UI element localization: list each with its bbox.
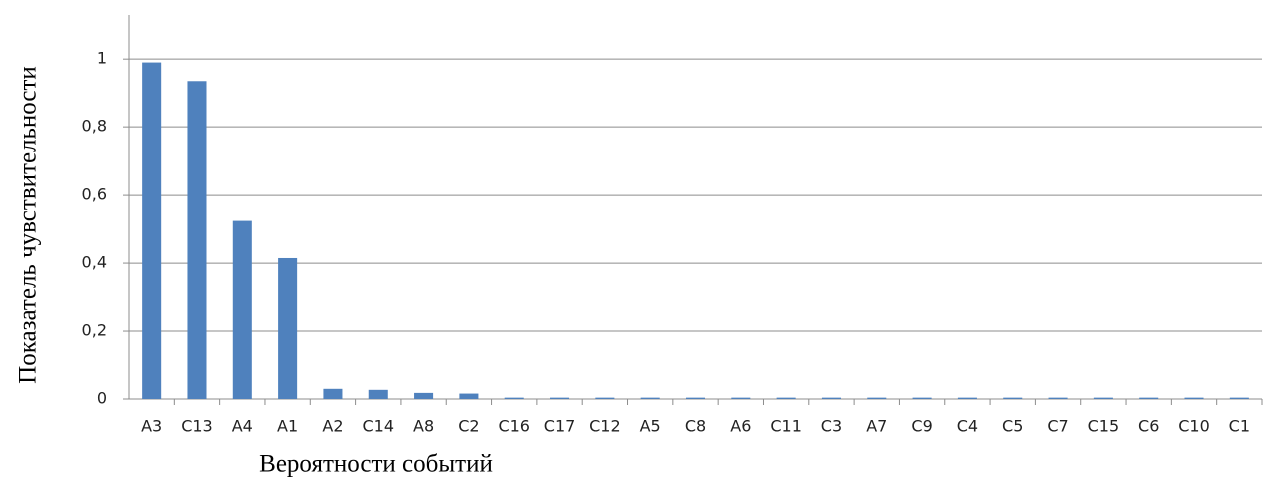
x-tick-label: C2 bbox=[458, 417, 479, 436]
x-tick-label: C13 bbox=[181, 417, 213, 436]
bar bbox=[685, 397, 706, 399]
x-tick-label: A7 bbox=[866, 417, 887, 436]
x-tick-label: A3 bbox=[141, 417, 162, 436]
x-tick-label: C3 bbox=[821, 417, 842, 436]
x-tick-label: C12 bbox=[589, 417, 621, 436]
x-tick-label: C14 bbox=[362, 417, 394, 436]
y-tick-label: 0,8 bbox=[82, 117, 107, 136]
x-tick-label: A6 bbox=[730, 417, 751, 436]
bar bbox=[278, 257, 298, 399]
bar bbox=[1003, 397, 1023, 399]
bar bbox=[142, 62, 162, 399]
x-tick-label: A8 bbox=[413, 417, 434, 436]
bar bbox=[323, 388, 343, 399]
bar bbox=[595, 397, 615, 399]
x-tick-label: A1 bbox=[277, 417, 298, 436]
bar bbox=[867, 397, 887, 399]
bar bbox=[1093, 397, 1113, 399]
x-tick-label: C7 bbox=[1047, 417, 1068, 436]
x-tick-label: A5 bbox=[640, 417, 661, 436]
x-tick-label: C1 bbox=[1229, 417, 1250, 436]
x-tick-label: C11 bbox=[770, 417, 802, 436]
x-tick-label: C16 bbox=[498, 417, 530, 436]
bar bbox=[187, 81, 207, 399]
bar bbox=[414, 392, 434, 399]
bar bbox=[368, 389, 388, 399]
x-axis-title: Вероятности событий bbox=[259, 451, 493, 478]
x-tick-label: C15 bbox=[1088, 417, 1120, 436]
y-tick-label: 1 bbox=[97, 49, 107, 68]
bar bbox=[550, 397, 570, 399]
x-tick-label: C8 bbox=[685, 417, 706, 436]
x-tick-label: A2 bbox=[322, 417, 343, 436]
y-tick-label: 0,6 bbox=[82, 185, 107, 204]
x-tick-label: C10 bbox=[1178, 417, 1210, 436]
y-axis-title: Показатель чувствительности bbox=[15, 66, 42, 384]
x-tick-label: C9 bbox=[911, 417, 932, 436]
x-tick-label: C17 bbox=[544, 417, 576, 436]
x-tick-label: C6 bbox=[1138, 417, 1159, 436]
bar bbox=[1229, 397, 1249, 399]
bar bbox=[912, 397, 932, 399]
bar bbox=[640, 397, 660, 399]
bar bbox=[232, 220, 252, 399]
bar bbox=[731, 397, 751, 399]
y-tick-label: 0 bbox=[97, 389, 107, 408]
bar bbox=[1139, 397, 1159, 399]
bar bbox=[459, 393, 479, 399]
bar bbox=[1048, 397, 1068, 399]
y-tick-label: 0,4 bbox=[82, 253, 107, 272]
bar bbox=[957, 397, 977, 399]
x-tick-label: A4 bbox=[232, 417, 253, 436]
x-tick-label: C5 bbox=[1002, 417, 1023, 436]
y-tick-label: 0,2 bbox=[82, 321, 107, 340]
bar bbox=[821, 397, 841, 399]
bar bbox=[504, 397, 524, 399]
bar bbox=[776, 397, 796, 399]
bar bbox=[1184, 397, 1204, 399]
x-tick-label: C4 bbox=[957, 417, 978, 436]
